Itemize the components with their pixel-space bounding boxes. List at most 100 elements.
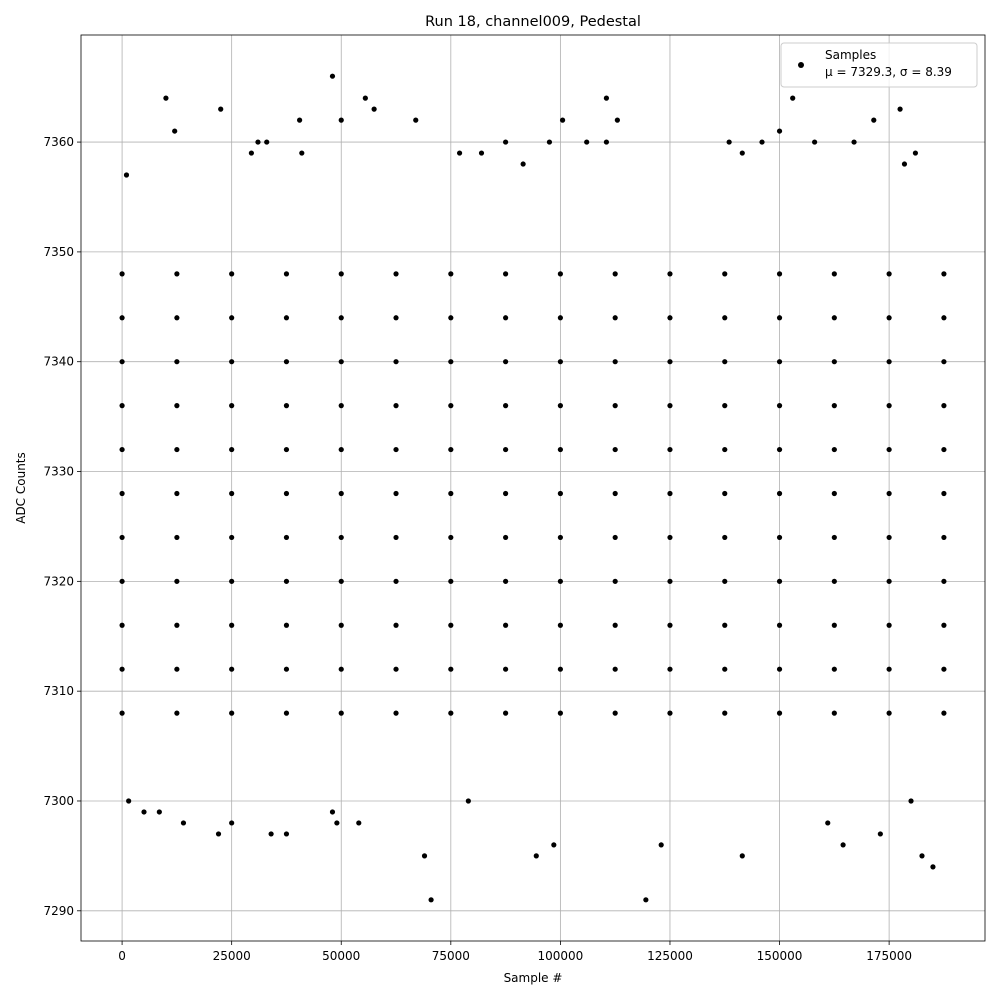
point [338, 710, 344, 716]
point [174, 534, 180, 541]
point [119, 359, 125, 365]
point [119, 622, 125, 628]
legend-box [780, 42, 978, 88]
point [283, 446, 290, 453]
point [667, 403, 673, 409]
point [448, 622, 454, 628]
point [612, 534, 618, 541]
point [739, 150, 745, 156]
point [612, 271, 618, 277]
points [119, 73, 947, 903]
point [941, 403, 947, 409]
point [557, 315, 563, 321]
y-axis-label: ADC Counts [14, 452, 28, 524]
point [831, 710, 837, 716]
point [156, 809, 162, 815]
point [941, 271, 947, 277]
point [941, 359, 947, 365]
point [393, 315, 399, 321]
point [886, 446, 892, 453]
point [722, 666, 728, 672]
legend-label: Samples [825, 48, 876, 62]
point [119, 271, 125, 277]
point [908, 798, 914, 804]
point [163, 95, 169, 101]
chart-title: Run 18, channel009, Pedestal [425, 14, 641, 30]
point [119, 315, 125, 321]
point [448, 403, 454, 409]
point [503, 139, 509, 145]
point [229, 710, 235, 716]
point [393, 622, 399, 628]
point [362, 95, 368, 101]
point [614, 117, 620, 123]
point [790, 95, 796, 101]
x-tick-label: 75000 [432, 949, 470, 963]
point [283, 315, 290, 321]
point [886, 271, 892, 277]
point [229, 534, 235, 541]
point [546, 139, 553, 145]
point [393, 534, 399, 541]
point [551, 842, 557, 848]
point [329, 809, 336, 815]
point [886, 710, 892, 716]
point [174, 578, 180, 584]
point [825, 820, 831, 826]
point [739, 853, 745, 859]
point [503, 359, 509, 365]
point [503, 622, 509, 628]
point [612, 359, 618, 365]
point [776, 490, 783, 497]
point [428, 897, 434, 903]
point [667, 315, 673, 321]
point [174, 622, 180, 628]
point [557, 403, 563, 409]
point [503, 710, 509, 716]
point [722, 578, 728, 584]
point [912, 150, 919, 156]
point [174, 710, 180, 716]
point [919, 853, 925, 859]
point [667, 359, 673, 365]
y-tick-label: 7360 [43, 135, 74, 149]
point [503, 446, 509, 453]
point [172, 128, 178, 134]
point [174, 666, 180, 672]
point [886, 490, 892, 497]
point [643, 897, 649, 903]
point [283, 271, 290, 277]
point [478, 150, 485, 156]
point [229, 490, 235, 497]
point [886, 403, 892, 409]
point [612, 315, 618, 321]
point [871, 117, 877, 123]
point [393, 578, 399, 584]
point [123, 172, 130, 178]
point [448, 578, 454, 584]
point [831, 578, 837, 584]
point [667, 446, 673, 453]
point [503, 403, 509, 409]
point [612, 666, 618, 672]
point [897, 106, 903, 112]
point [776, 446, 783, 453]
point [722, 315, 728, 321]
legend-detail: μ = 7329.3, σ = 8.39 [825, 65, 952, 79]
point [941, 578, 947, 584]
point [851, 139, 857, 145]
point [448, 710, 454, 716]
point [886, 578, 892, 584]
point [338, 622, 344, 628]
point [612, 578, 618, 584]
y-tick-label: 7340 [43, 355, 74, 369]
point [776, 359, 783, 365]
point [141, 809, 147, 815]
point [612, 446, 618, 453]
point [413, 117, 419, 123]
point [886, 315, 892, 321]
point [776, 710, 783, 716]
point [283, 710, 290, 716]
point [338, 403, 344, 409]
